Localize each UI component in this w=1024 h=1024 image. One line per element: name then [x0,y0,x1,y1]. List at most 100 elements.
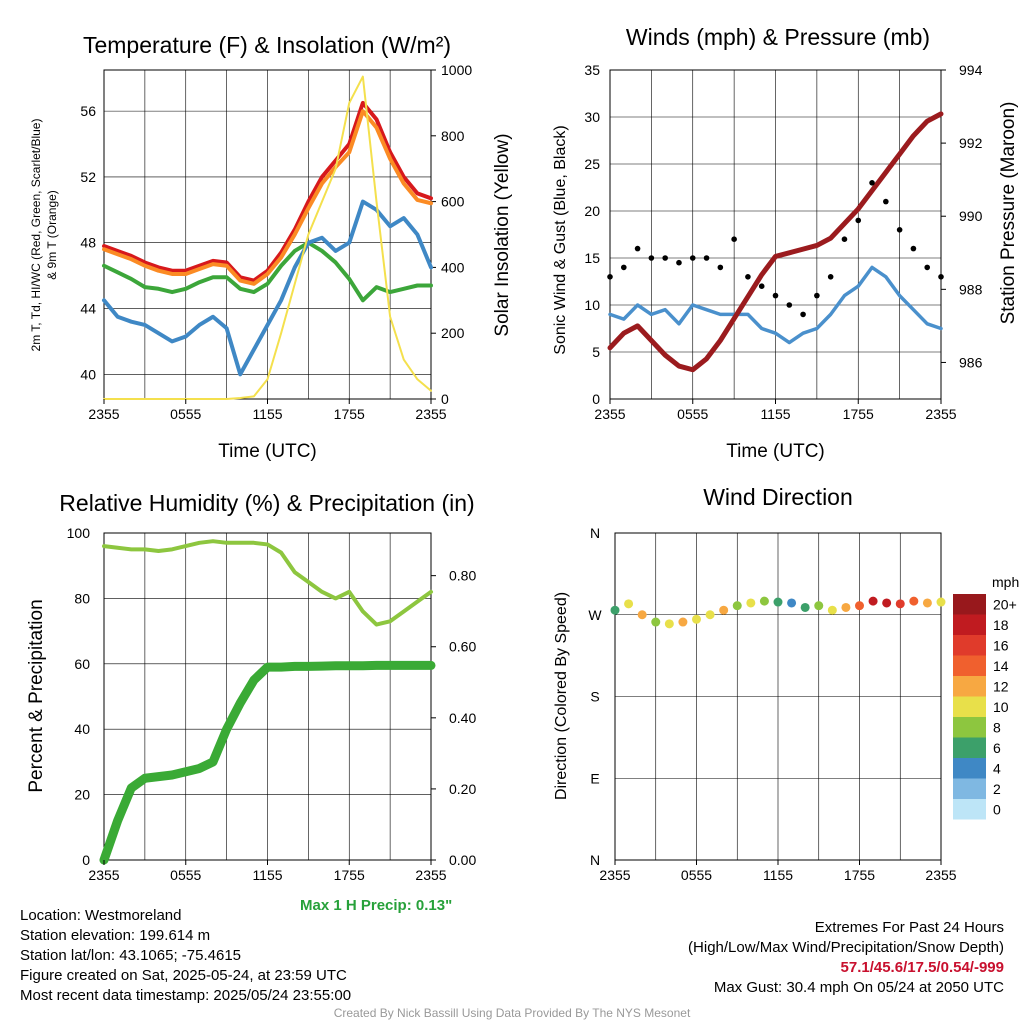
direction-point [746,598,756,608]
x-tick-label: 1755 [334,867,365,883]
y2-tick-label: 600 [441,194,465,210]
latlon-text: Station lat/lon: 43.1065; -75.4615 [20,947,242,964]
max-hourly-precip-note: Max 1 H Precip: 0.13" [300,897,453,914]
y-tick-label: N [590,852,600,868]
legend-swatch [953,655,986,676]
y2-tick-label: 0 [441,391,449,407]
direction-point [800,602,810,612]
y-axis-label: Direction (Colored By Speed) [553,592,570,800]
legend-swatch [953,614,986,635]
direction-point [624,599,634,609]
direction-point [868,596,878,606]
y2-tick-label: 0.80 [449,568,476,584]
y2-tick-label: 1000 [441,62,472,78]
winds-series-line-0 [608,265,943,345]
direction-point [664,619,674,629]
gust-point [910,245,917,252]
extremes-title: Extremes For Past 24 Hours [814,919,1004,936]
x-tick-label: 2355 [88,867,119,883]
y2-tick-label: 400 [441,259,465,275]
direction-point [773,597,783,607]
gust-point [786,302,793,308]
created-text: Figure created on Sat, 2025-05-24, at 23… [20,967,347,984]
x-tick-label: 2355 [925,406,956,422]
y-tick-label: 48 [80,235,96,251]
gust-point [676,259,682,266]
gust-point [689,255,696,261]
y-axis-label: Sonic Wind & Gust (Blue, Black) [552,125,569,354]
gust-point [745,274,751,280]
y2-tick-label: 994 [959,62,983,78]
direction-point [909,596,919,606]
direction-point [895,599,905,609]
legend-label: 14 [993,658,1009,674]
x-tick-label: 1155 [760,406,790,422]
y-tick-label: 5 [592,344,600,360]
elevation-text: Station elevation: 199.614 m [20,927,211,944]
gust-point [731,236,737,242]
x-axis-label: Time (UTC) [218,441,317,462]
y-tick-label: 15 [584,250,600,266]
direction-point [827,605,837,615]
y-tick-label: 44 [80,301,96,317]
y-tick-label: 80 [74,590,90,606]
x-tick-label: 2355 [88,406,119,422]
station-info: Location: Westmoreland Station elevation… [20,906,351,1006]
recent-data-text: Most recent data timestamp: 2025/05/24 2… [20,987,352,1004]
y-tick-label: 56 [80,103,96,119]
y-tick-label: 35 [584,62,600,78]
x-tick-label: 1755 [334,406,365,422]
gust-point [717,264,724,271]
direction-point [759,596,769,606]
y2-tick-label: 0.20 [449,781,476,797]
direction-point [692,614,701,624]
y-tick-label: 30 [584,109,600,125]
legend-label: 10 [993,699,1009,715]
direction-point [719,605,729,615]
legend-swatch [953,799,986,820]
y-tick-label: 40 [74,721,90,737]
direction-point [610,605,620,615]
y2-tick-label: 986 [959,354,983,370]
x-tick-label: 0555 [170,867,201,883]
y2-tick-label: 0.40 [449,710,476,726]
x-tick-label: 2355 [415,867,446,883]
legend-label: 2 [993,781,1001,797]
legend-label: 18 [993,617,1009,633]
direction-point [922,598,932,608]
extremes-info: Extremes For Past 24 Hours (High/Low/Max… [688,918,1004,998]
rh-line [102,539,433,627]
gust-point [896,227,903,233]
temp-series-line-1 [102,109,433,286]
gust-point [607,274,613,280]
temp-series-line-0 [102,100,433,283]
y-tick-label: E [590,770,599,786]
gust-point [800,311,806,318]
legend-label: 6 [993,740,1001,756]
direction-point [855,601,864,611]
gust-point [924,264,931,271]
y-tick-label: 20 [584,203,600,219]
y2-tick-label: 0.60 [449,639,476,655]
direction-point [841,602,851,612]
x-tick-label: 0555 [681,867,712,883]
y-tick-label: 25 [584,156,600,172]
y2-axis-label: Station Pressure (Maroon) [998,102,1019,325]
x-tick-label: 1155 [763,867,793,883]
x-tick-label: 2355 [599,867,630,883]
legend-swatch [953,696,986,717]
gust-point [827,274,834,280]
x-axis-label: Time (UTC) [726,441,825,462]
y-axis-label: & 9m T (Orange) [45,190,59,280]
y-axis-label: Percent & Precipitation [26,599,47,792]
location-text: Location: Westmoreland [20,907,182,924]
gust-point [648,255,655,261]
y-tick-label: W [588,607,602,623]
legend-swatch [953,594,986,615]
y-tick-label: 10 [584,297,600,313]
chart-title: Wind Direction [703,484,853,510]
y-tick-label: N [590,525,600,541]
y-tick-label: S [590,689,599,705]
legend-swatch [953,635,986,656]
